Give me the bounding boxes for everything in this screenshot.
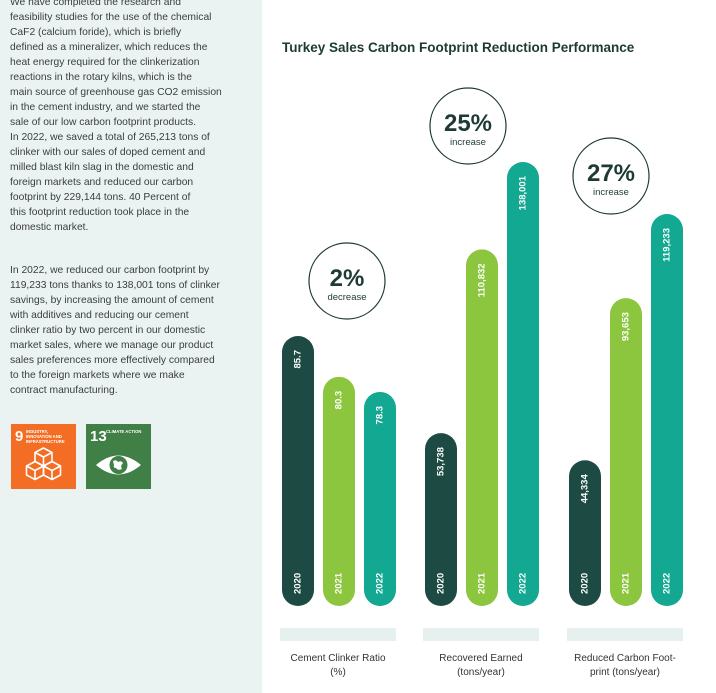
bar-value-label: 93,653: [621, 312, 632, 341]
bar-year-label: 2022: [518, 573, 529, 594]
change-badge: [308, 242, 386, 320]
badge-caption: decrease: [327, 292, 366, 303]
bar-value-label: 110,832: [477, 263, 488, 297]
category-label: (tons/year): [457, 667, 505, 678]
bar-0-2022: [364, 391, 396, 606]
bar-2-2021: [610, 298, 642, 606]
sdg-13-number: 13: [90, 428, 107, 445]
bar-year-label: 2022: [662, 573, 673, 594]
sdg-9-badge: 9 INDUSTRY, INNOVATION AND INFRASTRUCTUR…: [11, 424, 76, 489]
bar-value-label: 138,001: [518, 175, 529, 210]
sdg-9-number: 9: [15, 428, 24, 445]
bar-value-label: 80.3: [334, 391, 345, 410]
bar-2-2020: [569, 460, 601, 606]
bar-year-label: 2021: [621, 572, 632, 594]
bar-2-2022: [651, 214, 683, 606]
category-label: Cement Clinker Ratio: [290, 653, 385, 664]
bar-year-label: 2021: [334, 572, 345, 594]
eye-globe-icon: [96, 455, 141, 475]
sidebar-panel: We have completed the research and feasi…: [0, 0, 262, 693]
bar-year-label: 2020: [436, 573, 447, 594]
sdg-13-caption: CLIMATE ACTION: [106, 429, 142, 434]
bar-value-label: 53,738: [436, 447, 447, 476]
category-label: Recovered Earned: [439, 653, 522, 664]
cubes-icon: [25, 447, 62, 481]
bar-value-label: 119,233: [662, 228, 673, 262]
sdg-9-caption: INDUSTRY, INNOVATION AND INFRASTRUCTURE: [26, 429, 65, 444]
bar-year-label: 2022: [375, 573, 386, 594]
change-badge: [572, 137, 650, 215]
bar-0-2021: [323, 376, 355, 606]
bar-year-label: 2021: [477, 572, 488, 594]
bar-value-label: 44,334: [580, 474, 591, 504]
badge-caption: increase: [450, 137, 486, 148]
change-badge: [429, 87, 507, 165]
badge-caption: increase: [593, 187, 629, 198]
body-paragraph-1: We have completed the research and feasi…: [10, 0, 222, 233]
bar-year-label: 2020: [293, 573, 304, 594]
bar-1-2022: [507, 162, 539, 606]
bar-value-label: 85.7: [293, 350, 304, 369]
badge-value: 27%: [587, 160, 635, 187]
chart-title: Turkey Sales Carbon Footprint Reduction …: [282, 40, 635, 55]
bar-year-label: 2020: [580, 573, 591, 594]
category-label: (%): [330, 667, 346, 678]
bar-value-label: 78.3: [375, 406, 386, 425]
body-paragraph-2: In 2022, we reduced our carbon footprint…: [10, 265, 220, 396]
category-strip: [423, 628, 539, 641]
category-strip: [280, 628, 396, 641]
sdg-13-badge: 13 CLIMATE ACTION: [86, 424, 151, 489]
bar-chart: 85.7 2020 80.3 2021 78.3 2022 Cement Clinker R…: [280, 87, 683, 678]
bar-1-2020: [425, 433, 457, 606]
badge-value: 2%: [330, 265, 365, 292]
bar-0-2020: [282, 336, 314, 606]
badge-value: 25%: [444, 110, 492, 137]
bar-1-2021: [466, 249, 498, 607]
category-strip: [567, 628, 683, 641]
category-label: Reduced Carbon Foot-: [574, 653, 676, 664]
category-label: print (tons/year): [590, 667, 660, 678]
